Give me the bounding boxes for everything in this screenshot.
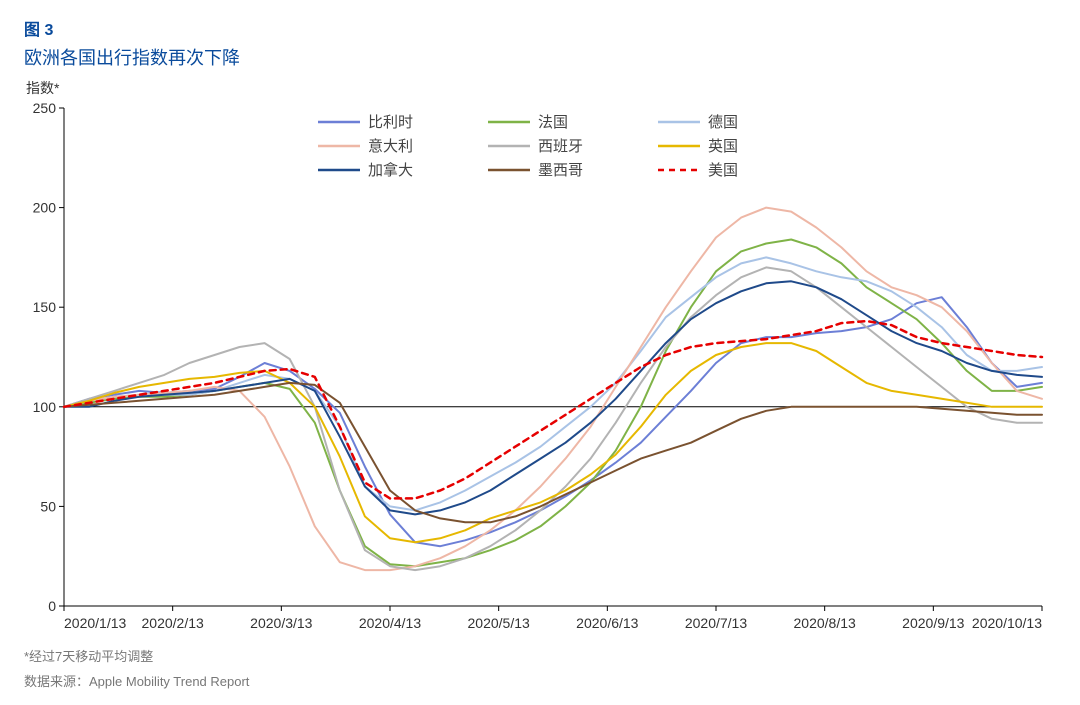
svg-text:2020/7/13: 2020/7/13 (685, 615, 747, 631)
figure-number: 图 3 (24, 16, 1056, 40)
svg-text:2020/3/13: 2020/3/13 (250, 615, 312, 631)
series-墨西哥 (64, 383, 1042, 522)
footnote-source: 数据来源：Apple Mobility Trend Report (24, 671, 1056, 690)
line-chart: 0 50 100 150 200 250 2020/1/13 2020/2/13 2020/3/… (24, 100, 1054, 640)
svg-text:墨西哥: 墨西哥 (538, 162, 583, 179)
svg-text:2020/5/13: 2020/5/13 (468, 615, 530, 631)
svg-text:0: 0 (48, 598, 56, 614)
svg-text:250: 250 (33, 100, 57, 116)
svg-text:2020/9/13: 2020/9/13 (902, 615, 964, 631)
svg-text:德国: 德国 (708, 113, 738, 131)
svg-text:200: 200 (33, 200, 57, 216)
svg-text:西班牙: 西班牙 (538, 138, 583, 155)
svg-text:2020/8/13: 2020/8/13 (794, 615, 856, 631)
svg-text:英国: 英国 (708, 137, 738, 155)
svg-text:2020/6/13: 2020/6/13 (576, 615, 638, 631)
chart-svg: 0 50 100 150 200 250 2020/1/13 2020/2/13 2020/3/… (24, 100, 1054, 640)
svg-text:加拿大: 加拿大 (368, 161, 413, 179)
svg-text:2020/4/13: 2020/4/13 (359, 615, 421, 631)
figure-container: 图 3 欧洲各国出行指数再次下降 指数* 0 50 100 150 200 250 2020… (0, 0, 1080, 705)
svg-text:100: 100 (33, 399, 57, 415)
series-英国 (64, 343, 1042, 542)
svg-text:比利时: 比利时 (368, 114, 413, 131)
svg-text:美国: 美国 (708, 162, 738, 179)
y-axis-label: 指数* (26, 78, 1056, 98)
svg-text:法国: 法国 (538, 114, 568, 131)
svg-text:50: 50 (40, 498, 56, 514)
footnote-adjustment: *经过7天移动平均调整 (24, 646, 1056, 665)
svg-text:150: 150 (33, 299, 57, 315)
svg-text:2020/2/13: 2020/2/13 (142, 615, 204, 631)
series-西班牙 (64, 267, 1042, 570)
svg-text:意大利: 意大利 (368, 137, 413, 155)
svg-text:2020/10/13: 2020/10/13 (972, 615, 1042, 631)
figure-title: 欧洲各国出行指数再次下降 (24, 44, 1056, 70)
svg-text:2020/1/13: 2020/1/13 (64, 615, 126, 631)
